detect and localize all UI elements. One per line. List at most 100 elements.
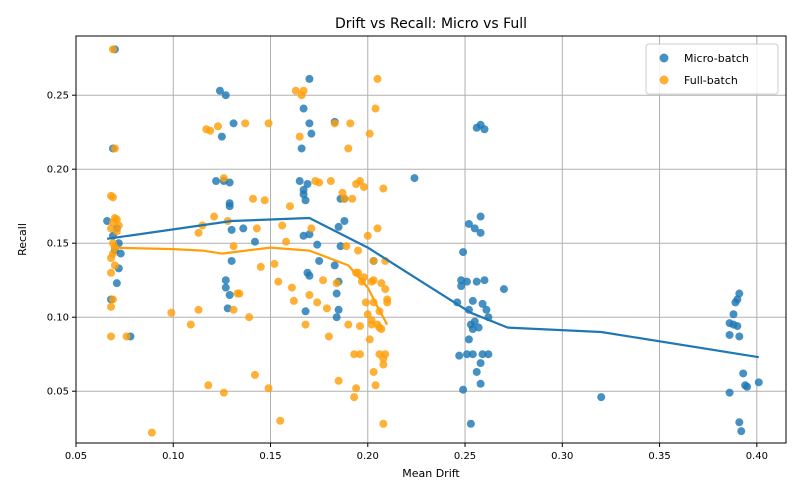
data-point-full-batch — [219, 388, 228, 397]
y-axis-title: Recall — [16, 223, 29, 256]
data-point-full-batch — [110, 144, 119, 153]
data-point-full-batch — [107, 254, 116, 262]
data-point-full-batch — [315, 178, 324, 187]
data-point-full-batch — [344, 320, 353, 329]
data-point-micro-batch — [315, 256, 324, 265]
data-point-full-batch — [250, 370, 259, 379]
data-point-micro-batch — [470, 317, 479, 326]
data-point-micro-batch — [464, 335, 473, 344]
data-point-micro-batch — [225, 178, 234, 187]
x-axis-title: Mean Drift — [402, 467, 460, 480]
data-point-micro-batch — [303, 180, 312, 188]
data-point-micro-batch — [476, 379, 485, 388]
data-point-micro-batch — [737, 427, 746, 436]
data-point-full-batch — [295, 132, 304, 141]
data-point-micro-batch — [332, 313, 341, 322]
data-point-full-batch — [214, 122, 222, 131]
data-point-micro-batch — [459, 385, 468, 394]
data-point-micro-batch — [472, 277, 481, 286]
data-point-full-batch — [282, 237, 291, 246]
data-point-full-batch — [354, 246, 363, 255]
data-point-full-batch — [270, 259, 279, 268]
data-point-full-batch — [112, 227, 121, 236]
data-point-full-batch — [276, 416, 285, 425]
data-point-full-batch — [383, 298, 392, 307]
data-point-full-batch — [107, 332, 116, 341]
data-point-full-batch — [313, 298, 322, 307]
data-point-full-batch — [334, 376, 343, 385]
data-point-full-batch — [186, 320, 195, 329]
data-point-micro-batch — [227, 256, 236, 265]
legend-marker-full-batch — [659, 75, 669, 85]
trend-layer — [106, 216, 759, 359]
data-point-full-batch — [367, 320, 376, 329]
data-point-full-batch — [326, 177, 335, 186]
data-point-micro-batch — [472, 367, 481, 376]
data-point-full-batch — [361, 298, 370, 307]
data-point-micro-batch — [221, 283, 230, 292]
data-point-full-batch — [330, 119, 339, 128]
data-point-full-batch — [344, 144, 353, 153]
data-point-micro-batch — [336, 242, 345, 251]
x-tick-label: 0.15 — [259, 451, 281, 462]
data-point-full-batch — [365, 335, 374, 344]
grid — [75, 36, 786, 443]
data-point-full-batch — [108, 295, 117, 304]
x-tick-label: 0.05 — [65, 451, 87, 462]
data-point-micro-batch — [482, 305, 491, 314]
data-point-micro-batch — [735, 332, 744, 341]
y-tick-label: 0.15 — [47, 239, 69, 250]
data-point-micro-batch — [221, 91, 230, 100]
data-point-micro-batch — [476, 359, 485, 368]
data-point-full-batch — [249, 194, 258, 203]
data-point-micro-batch — [305, 74, 314, 83]
y-tick-label: 0.10 — [47, 313, 69, 324]
data-point-micro-batch — [305, 119, 314, 128]
data-point-full-batch — [204, 381, 213, 390]
data-point-micro-batch — [470, 224, 479, 233]
data-point-full-batch — [147, 428, 156, 437]
data-point-micro-batch — [301, 307, 310, 316]
data-point-full-batch — [264, 384, 273, 393]
trend-line-micro-batch — [106, 216, 759, 359]
data-point-micro-batch — [305, 271, 314, 280]
data-point-micro-batch — [468, 296, 477, 305]
data-point-full-batch — [359, 182, 368, 191]
data-point-full-batch — [229, 242, 238, 251]
data-point-full-batch — [356, 350, 364, 359]
data-point-full-batch — [299, 86, 308, 95]
data-point-full-batch — [122, 332, 131, 341]
data-point-micro-batch — [735, 418, 744, 427]
data-point-micro-batch — [474, 323, 483, 332]
data-point-micro-batch — [295, 177, 304, 186]
data-point-full-batch — [108, 193, 117, 202]
series-layer — [103, 45, 763, 437]
data-point-micro-batch — [484, 350, 493, 359]
data-point-micro-batch — [462, 350, 471, 359]
data-point-full-batch — [352, 384, 361, 393]
data-point-micro-batch — [733, 322, 742, 331]
data-point-full-batch — [256, 262, 265, 271]
data-point-micro-batch — [725, 388, 734, 397]
data-point-micro-batch — [299, 231, 308, 240]
legend-label-micro-batch: Micro-batch — [684, 52, 749, 65]
data-point-full-batch — [363, 231, 372, 240]
data-point-full-batch — [167, 308, 176, 317]
data-point-full-batch — [291, 86, 300, 95]
data-point-full-batch — [369, 276, 378, 285]
data-point-full-batch — [301, 320, 310, 329]
series-micro-batch — [103, 45, 763, 436]
data-point-full-batch — [322, 304, 331, 313]
data-point-full-batch — [365, 129, 374, 138]
data-point-full-batch — [377, 279, 386, 288]
data-point-full-batch — [210, 212, 219, 221]
data-point-full-batch — [342, 242, 351, 251]
x-tick-label: 0.20 — [357, 451, 379, 462]
data-point-full-batch — [350, 393, 359, 402]
data-point-micro-batch — [334, 305, 343, 314]
data-point-micro-batch — [459, 248, 468, 257]
data-point-full-batch — [289, 296, 298, 305]
data-point-full-batch — [369, 256, 378, 265]
data-point-micro-batch — [739, 369, 748, 378]
